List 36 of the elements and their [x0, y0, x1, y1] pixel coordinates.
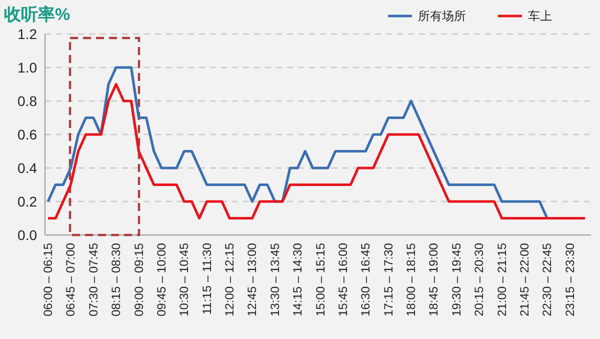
x-tick-label: 12:00 – 12:15: [222, 242, 237, 316]
x-tick-label: 20:15 – 20:30: [472, 242, 486, 316]
y-tick-label: 0.8: [18, 93, 38, 109]
line-series: [46, 82, 586, 220]
x-tick-label: 11:15 – 11:30: [200, 242, 214, 315]
x-tick-label: 15:00 – 15:15: [313, 242, 328, 316]
x-tick-label: 19:30 – 19:45: [449, 242, 464, 316]
x-tick-label: 14:15 – 14:30: [290, 242, 305, 316]
x-tick-label: 21:00 – 21:15: [494, 242, 509, 316]
x-tick-label: 21:45 – 22:00: [517, 242, 532, 316]
x-tick-label: 06:45 – 07:00: [64, 242, 78, 316]
chart-title: 收听率%: [4, 5, 70, 24]
x-tick-label: 22:30 – 22:45: [540, 242, 554, 316]
line-series: [46, 66, 548, 220]
x-tick-label: 09:45 – 10:00: [154, 242, 168, 316]
x-tick-label: 17:15 – 17:30: [381, 242, 396, 316]
legend-label: 车上: [528, 9, 552, 23]
y-tick-label: 0.2: [18, 194, 38, 210]
x-tick-label: 23:15 – 23:30: [562, 242, 577, 316]
x-tick-label: 08:15 – 08:30: [109, 242, 124, 316]
y-tick-label: 0.0: [18, 227, 38, 243]
x-tick-label: 07:30 – 07:45: [86, 242, 100, 316]
x-tick-label: 18:45 – 19:00: [426, 242, 441, 316]
x-tick-label: 15:45 – 16:00: [336, 242, 350, 316]
x-tick-label: 12:45 – 13:00: [245, 242, 260, 316]
y-tick-label: 1.0: [18, 60, 38, 76]
x-tick-label: 18:00 – 18:15: [404, 242, 418, 316]
y-tick-label: 0.4: [18, 160, 38, 176]
legend-label: 所有场所: [418, 9, 466, 23]
y-tick-label: 1.2: [18, 26, 38, 42]
x-tick-label: 06:00 – 06:15: [41, 242, 55, 316]
x-tick-label: 10:30 – 10:45: [177, 242, 192, 316]
x-tick-label: 13:30 – 13:45: [268, 242, 282, 316]
y-tick-label: 0.6: [18, 126, 38, 142]
x-tick-label: 09:00 – 09:15: [132, 242, 146, 316]
x-tick-label: 16:30 – 16:45: [358, 242, 373, 316]
